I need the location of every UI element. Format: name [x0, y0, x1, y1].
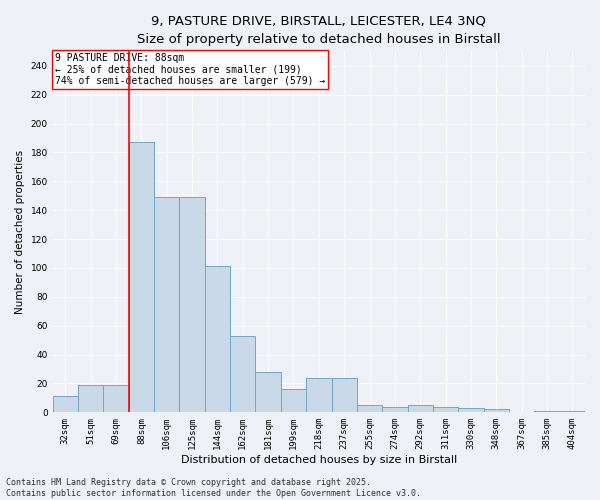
Bar [256, 372, 281, 412]
Bar [382, 406, 407, 412]
Bar [205, 266, 230, 412]
Bar [407, 405, 433, 412]
Bar [484, 410, 509, 412]
Bar [129, 142, 154, 412]
X-axis label: Distribution of detached houses by size in Birstall: Distribution of detached houses by size … [181, 455, 457, 465]
Bar [332, 378, 357, 412]
Bar [560, 411, 585, 412]
Bar [433, 406, 458, 412]
Bar [281, 389, 306, 412]
Title: 9, PASTURE DRIVE, BIRSTALL, LEICESTER, LE4 3NQ
Size of property relative to deta: 9, PASTURE DRIVE, BIRSTALL, LEICESTER, L… [137, 15, 500, 46]
Bar [306, 378, 332, 412]
Bar [458, 408, 484, 412]
Text: 9 PASTURE DRIVE: 88sqm
← 25% of detached houses are smaller (199)
74% of semi-de: 9 PASTURE DRIVE: 88sqm ← 25% of detached… [55, 53, 326, 86]
Bar [230, 336, 256, 412]
Bar [179, 197, 205, 412]
Bar [357, 405, 382, 412]
Text: Contains HM Land Registry data © Crown copyright and database right 2025.
Contai: Contains HM Land Registry data © Crown c… [6, 478, 421, 498]
Bar [535, 411, 560, 412]
Bar [53, 396, 78, 412]
Bar [103, 385, 129, 412]
Y-axis label: Number of detached properties: Number of detached properties [15, 150, 25, 314]
Bar [78, 385, 103, 412]
Bar [154, 197, 179, 412]
